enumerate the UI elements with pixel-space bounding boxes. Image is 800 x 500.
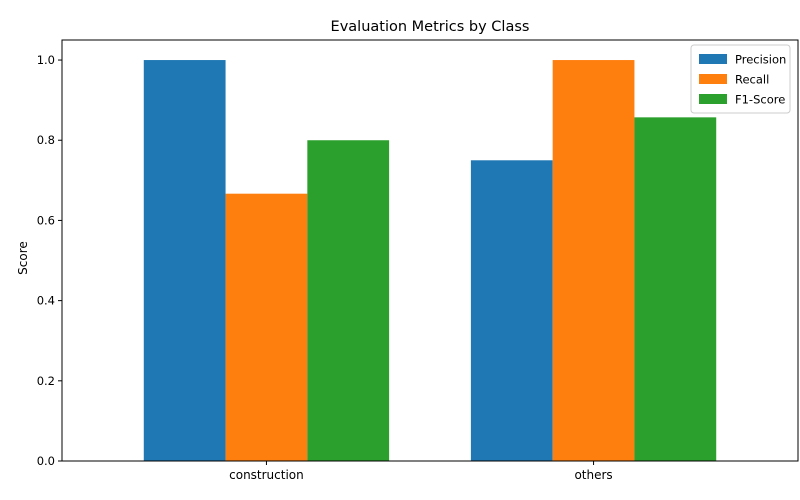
y-axis-label: Score bbox=[16, 241, 30, 275]
bar-precision-others bbox=[470, 160, 553, 462]
chart-title: Evaluation Metrics by Class bbox=[331, 19, 530, 35]
legend-swatch-recall bbox=[699, 74, 727, 84]
bar-f1-score-others bbox=[634, 117, 717, 461]
x-tick-label: others bbox=[574, 468, 612, 482]
bar-precision-construction bbox=[143, 60, 226, 462]
y-tick-label: 0.8 bbox=[37, 133, 55, 147]
legend-swatch-precision bbox=[699, 54, 727, 64]
bar-recall-construction bbox=[225, 193, 308, 461]
y-tick-label: 0.4 bbox=[37, 294, 55, 308]
y-ticks-group: 0.0 0.2 0.4 0.6 0.8 1.0 bbox=[37, 53, 62, 468]
bar-recall-others bbox=[552, 60, 635, 462]
legend: Precision Recall F1-Score bbox=[690, 44, 791, 114]
legend-label-f1-score: F1-Score bbox=[735, 93, 785, 107]
plot-frame bbox=[61, 39, 799, 462]
y-tick-label: 1.0 bbox=[37, 53, 55, 67]
legend-swatch-f1-score bbox=[699, 94, 727, 104]
bar-f1-score-construction bbox=[307, 140, 390, 462]
x-ticks-group: construction others bbox=[229, 461, 613, 482]
x-tick-label: construction bbox=[229, 468, 304, 482]
legend-label-recall: Recall bbox=[735, 73, 769, 87]
y-tick-label: 0.2 bbox=[37, 374, 55, 388]
y-tick-label: 0.0 bbox=[37, 454, 55, 468]
bars-group bbox=[143, 60, 717, 462]
y-tick-label: 0.6 bbox=[37, 213, 55, 227]
legend-label-precision: Precision bbox=[735, 53, 786, 67]
